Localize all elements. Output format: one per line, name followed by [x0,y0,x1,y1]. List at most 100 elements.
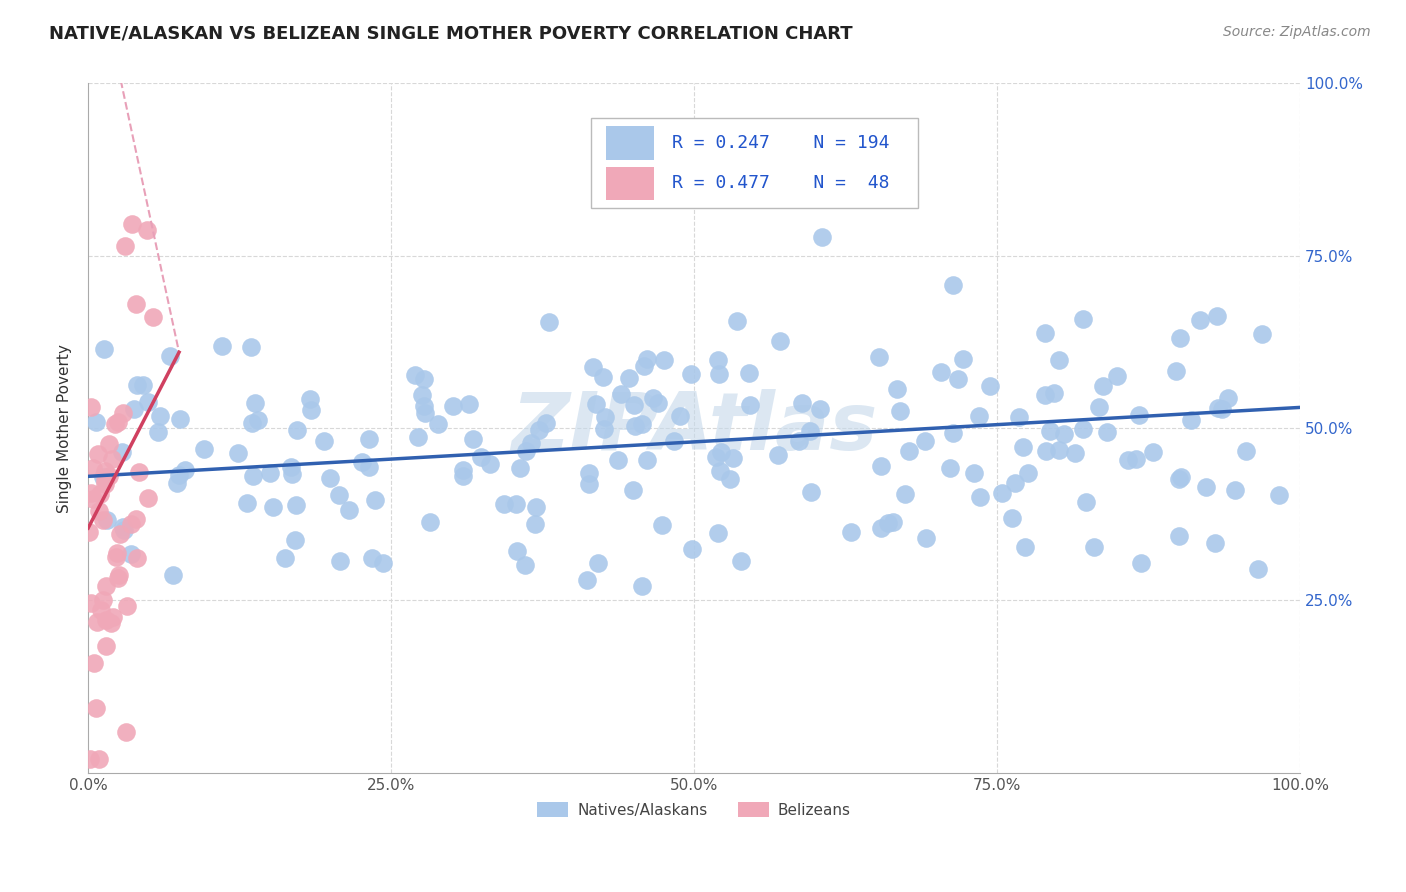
Point [633,359,655,373]
Point [193,442,215,456]
Point [103,609,125,624]
Point [942,426,965,441]
Point [419,516,441,530]
Point [738,366,761,380]
Point [91,513,114,527]
Point [593,409,616,424]
Point [259,467,281,481]
FancyBboxPatch shape [606,167,654,200]
Point [800,484,823,499]
Point [967,409,990,423]
Point [239,340,262,354]
Point [718,472,741,486]
Point [243,395,266,409]
Point [1247,562,1270,576]
Point [1071,422,1094,436]
Point [877,516,900,531]
Point [808,401,831,416]
Point [1204,536,1226,550]
Point [1107,369,1129,384]
Point [929,365,952,379]
Point [578,466,600,480]
Point [226,445,249,459]
Point [111,520,134,534]
Point [93,342,115,356]
Point [585,397,607,411]
Point [636,453,658,467]
Point [898,444,921,458]
Point [707,526,730,541]
Point [114,238,136,252]
Point [136,491,159,505]
Point [90,603,112,617]
Point [89,504,111,518]
Point [582,359,605,374]
Point [364,492,387,507]
Point [621,483,644,497]
Point [120,516,142,531]
Point [1170,470,1192,484]
FancyBboxPatch shape [591,118,918,208]
Point [350,455,373,469]
Point [1039,424,1062,438]
Point [413,400,436,414]
Point [1042,386,1064,401]
Point [952,352,974,367]
Point [285,498,308,512]
Point [939,460,962,475]
Point [494,497,516,511]
Point [725,314,748,328]
Point [91,592,114,607]
Text: Source: ZipAtlas.com: Source: ZipAtlas.com [1223,25,1371,39]
Point [1033,387,1056,401]
Point [1012,440,1035,454]
Point [709,445,731,459]
Point [506,544,529,558]
Point [299,403,322,417]
Point [125,378,148,392]
Point [404,368,426,382]
Point [105,550,128,565]
Point [1047,353,1070,368]
Point [94,639,117,653]
Point [647,396,669,410]
Point [412,372,434,386]
Point [136,395,159,409]
Point [298,392,321,406]
Point [1180,413,1202,427]
Point [1063,445,1085,459]
Point [513,558,536,572]
Point [1206,309,1229,323]
Point [709,464,731,478]
Point [142,310,165,325]
Point [740,398,762,412]
Point [1211,402,1233,417]
Point [115,724,138,739]
Point [578,476,600,491]
Point [98,468,121,483]
Point [1014,540,1036,554]
Text: NATIVE/ALASKAN VS BELIZEAN SINGLE MOTHER POVERTY CORRELATION CHART: NATIVE/ALASKAN VS BELIZEAN SINGLE MOTHER… [49,25,853,43]
Point [166,475,188,490]
Point [146,425,169,439]
Point [1008,409,1031,424]
Point [969,491,991,505]
Point [721,450,744,465]
Point [100,451,122,466]
Text: ZIPAtlas: ZIPAtlas [510,389,877,467]
Point [107,571,129,585]
Point [1004,476,1026,491]
Point [458,397,481,411]
Point [946,372,969,386]
Point [80,401,103,415]
Point [86,615,108,629]
Point [91,470,114,484]
Point [704,450,727,465]
Legend: Natives/Alaskans, Belizeans: Natives/Alaskans, Belizeans [531,796,856,823]
Point [427,417,450,431]
Point [84,415,107,429]
Point [707,368,730,382]
Point [1017,466,1039,480]
Point [520,436,543,450]
Point [623,398,645,412]
